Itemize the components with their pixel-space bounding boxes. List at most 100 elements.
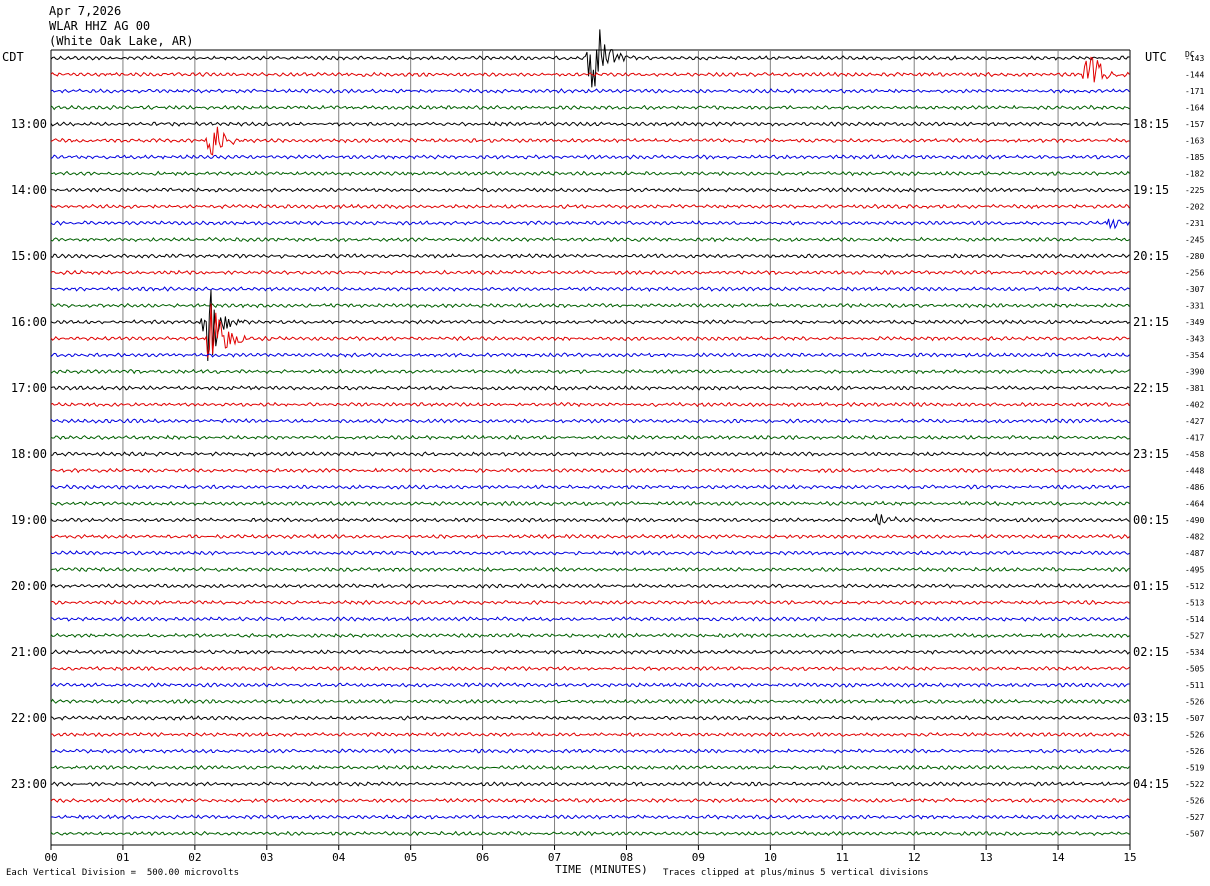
trace-line — [50, 88, 1130, 94]
trace-line — [50, 533, 1130, 540]
dc-offset-label: -245 — [1185, 236, 1204, 245]
right-time-label: 01:15 — [1133, 579, 1169, 593]
x-axis-title: TIME (MINUTES) — [555, 863, 648, 876]
trace-line — [50, 269, 1130, 276]
dc-offset-label: -307 — [1185, 285, 1204, 294]
dc-offset-label: -417 — [1185, 434, 1204, 443]
seismic-traces — [50, 29, 1130, 837]
left-time-label: 16:00 — [11, 315, 47, 329]
dc-offset-label: -487 — [1185, 549, 1204, 558]
x-tick-label: 06 — [476, 851, 489, 864]
x-tick-label: 10 — [764, 851, 777, 864]
trace-line — [50, 236, 1130, 243]
right-axis-label: UTC — [1145, 50, 1167, 64]
dc-offset-label: -390 — [1185, 368, 1204, 377]
x-tick-label: 02 — [188, 851, 201, 864]
dc-offset-label: -514 — [1185, 615, 1204, 624]
dc-offset-label: -512 — [1185, 582, 1204, 591]
trace-line — [50, 385, 1130, 391]
trace-line — [50, 154, 1130, 160]
trace-line — [50, 303, 1130, 358]
left-time-label: 18:00 — [11, 447, 47, 461]
trace-line — [50, 418, 1130, 424]
trace-line — [50, 286, 1130, 292]
dc-offset-label: -402 — [1185, 401, 1204, 410]
dc-offset-label: -182 — [1185, 170, 1204, 179]
left-time-label: 15:00 — [11, 249, 47, 263]
right-time-label: 22:15 — [1133, 381, 1169, 395]
trace-line — [50, 649, 1130, 655]
dc-offset-label: -185 — [1185, 153, 1204, 162]
trace-line — [50, 632, 1130, 639]
dc-offset-label: -171 — [1185, 87, 1204, 96]
dc-offset-label: -511 — [1185, 681, 1204, 690]
dc-offset-label: -527 — [1185, 813, 1204, 822]
trace-line — [50, 814, 1130, 820]
dc-offset-label: -526 — [1185, 698, 1204, 707]
dc-offset-label: -458 — [1185, 450, 1204, 459]
x-tick-label: 12 — [908, 851, 921, 864]
dc-offset-label: -527 — [1185, 632, 1204, 641]
dc-offset-label: -526 — [1185, 747, 1204, 756]
right-time-label: 04:15 — [1133, 777, 1169, 791]
left-time-label: 17:00 — [11, 381, 47, 395]
trace-line — [50, 484, 1130, 490]
trace-line — [50, 797, 1130, 804]
trace-line — [50, 616, 1130, 622]
dc-offset-label: -495 — [1185, 566, 1204, 575]
dc-offset-label: -202 — [1185, 203, 1204, 212]
dc-offset-label: -482 — [1185, 533, 1204, 542]
dc-offset-label: -505 — [1185, 665, 1204, 674]
dc-offset-label: -354 — [1185, 351, 1204, 360]
trace-line — [50, 550, 1130, 556]
trace-line — [50, 682, 1130, 688]
trace-line — [50, 121, 1130, 127]
left-time-labels: 13:00 14:00 15:00 16:00 17:00 18:00 19:00 20:00… — [11, 117, 47, 791]
left-time-label: 13:00 — [11, 117, 47, 131]
dc-offset-label: -256 — [1185, 269, 1204, 278]
trace-line — [50, 434, 1130, 441]
dc-offset-label: -507 — [1185, 830, 1204, 839]
x-axis: 00 01 02 03 04 05 06 07 08 09 10 11 12 13 14 15 — [44, 845, 1137, 864]
x-tick-label: 11 — [836, 851, 849, 864]
x-tick-label: 09 — [692, 851, 705, 864]
dc-offset-label: -526 — [1185, 797, 1204, 806]
trace-line — [50, 698, 1130, 705]
trace-line — [50, 830, 1130, 837]
trace-line — [50, 126, 1130, 156]
trace-line — [50, 170, 1130, 177]
dc-offset-label: -526 — [1185, 731, 1204, 740]
dc-offset-label: -490 — [1185, 516, 1204, 525]
dc-offset-label: -513 — [1185, 599, 1204, 608]
trace-line — [51, 665, 1130, 672]
left-time-label: 19:00 — [11, 513, 47, 527]
dc-offset-label: -464 — [1185, 500, 1204, 509]
dc-offset-label: -349 — [1185, 318, 1204, 327]
right-time-label: 20:15 — [1133, 249, 1169, 263]
dc-offset-label: -486 — [1185, 483, 1204, 492]
header-location: (White Oak Lake, AR) — [49, 34, 194, 48]
dc-offset-labels: -143 -144 -171 -164 -157 -163 -185 -182 -225 -202… — [1185, 54, 1204, 839]
dc-offset-label: -534 — [1185, 648, 1204, 657]
trace-line — [50, 401, 1130, 408]
trace-line — [50, 500, 1130, 507]
right-time-label: 19:15 — [1133, 183, 1169, 197]
trace-line — [50, 29, 1130, 88]
dc-offset-label: -519 — [1185, 764, 1204, 773]
right-time-label: 00:15 — [1133, 513, 1169, 527]
trace-line — [50, 764, 1130, 771]
left-time-label: 23:00 — [11, 777, 47, 791]
x-tick-label: 08 — [620, 851, 633, 864]
trace-line — [50, 187, 1130, 193]
dc-offset-label: -225 — [1185, 186, 1204, 195]
trace-line — [50, 253, 1130, 259]
trace-line — [50, 203, 1130, 210]
dc-offset-label: -143 — [1185, 54, 1204, 63]
left-time-label: 20:00 — [11, 579, 47, 593]
trace-line — [50, 289, 1130, 362]
trace-line — [50, 368, 1130, 375]
x-tick-label: 04 — [332, 851, 346, 864]
left-time-label: 14:00 — [11, 183, 47, 197]
x-tick-label: 15 — [1123, 851, 1136, 864]
